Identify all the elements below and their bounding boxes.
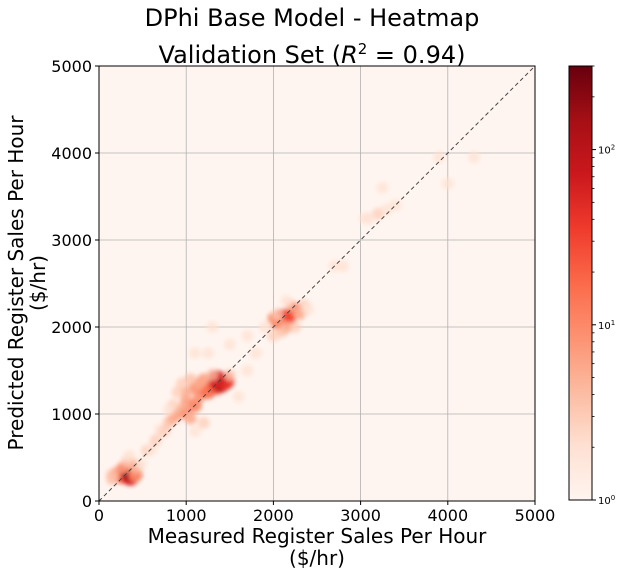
density-point (197, 416, 210, 429)
chart-title-line-1: DPhi Base Model - Heatmap (144, 4, 480, 32)
density-point (162, 403, 175, 416)
density-point (376, 181, 389, 194)
y-tick-label: 1000 (51, 405, 92, 424)
colorbar-tick-label: 101 (598, 319, 615, 332)
y-tick-label: 4000 (51, 144, 92, 163)
density-point (433, 151, 446, 164)
density-point (202, 347, 214, 360)
title-suffix: = 0.94) (367, 41, 466, 69)
x-tick-label: 2000 (253, 506, 294, 525)
y-tick-label: 5000 (51, 57, 92, 76)
y-tick-label: 0 (82, 492, 92, 511)
x-axis-ticks: 0 1000 2000 3000 4000 5000 (94, 501, 555, 525)
density-point (206, 321, 219, 333)
density-point (171, 386, 184, 399)
reference-line (98, 65, 536, 502)
y-axis-ticks: 0 1000 2000 3000 4000 5000 (51, 57, 99, 511)
density-point (106, 468, 119, 481)
y-tick-label: 2000 (51, 318, 92, 337)
colorbar-tick-label: 102 (598, 144, 615, 157)
density-point (467, 151, 480, 164)
x-tick-label: 3000 (340, 506, 381, 525)
density-point (389, 199, 402, 212)
density-point (188, 425, 201, 438)
density-layer (106, 151, 480, 486)
y-axis-label-line-1: Predicted Register Sales Per Hour (4, 115, 28, 451)
density-point (134, 457, 147, 470)
x-tick-label: 4000 (427, 506, 468, 525)
x-tick-label: 5000 (515, 506, 556, 525)
density-point (271, 307, 284, 320)
density-point (289, 321, 302, 333)
title-r-exponent: 2 (357, 40, 368, 58)
title-r-symbol: R (341, 41, 358, 69)
x-tick-label: 1000 (166, 506, 207, 525)
x-tick-label: 0 (94, 506, 104, 525)
density-point (441, 177, 454, 190)
density-point (241, 364, 254, 377)
chart-title-line-2: Validation Set (R2 = 0.94) (0, 34, 624, 70)
x-axis-label-line-1: Measured Register Sales Per Hour (148, 524, 488, 548)
x-axis-label-line-2: ($/hr) (289, 546, 345, 570)
density-point (337, 260, 350, 273)
colorbar-tick-label: 100 (598, 494, 615, 507)
colorbar (568, 65, 593, 501)
density-point (223, 368, 236, 381)
density-point (358, 212, 371, 225)
density-point (123, 449, 136, 462)
density-point (241, 329, 254, 342)
density-point (184, 412, 197, 425)
title-prefix: Validation Set ( (158, 41, 342, 69)
density-point (267, 329, 280, 342)
density-point (223, 338, 236, 351)
density-point (188, 347, 201, 360)
density-point (258, 321, 271, 333)
colorbar-ticks: 100 101 102 (592, 65, 615, 507)
density-point (149, 434, 162, 447)
plot-frame (98, 65, 536, 502)
density-point (184, 373, 197, 386)
y-axis-label-line-2: ($/hr) (26, 255, 50, 311)
density-point (232, 390, 245, 403)
density-point (302, 303, 315, 316)
density-point (280, 294, 293, 307)
y-tick-label: 3000 (51, 231, 92, 250)
density-point (249, 347, 262, 360)
density-point (206, 368, 219, 381)
